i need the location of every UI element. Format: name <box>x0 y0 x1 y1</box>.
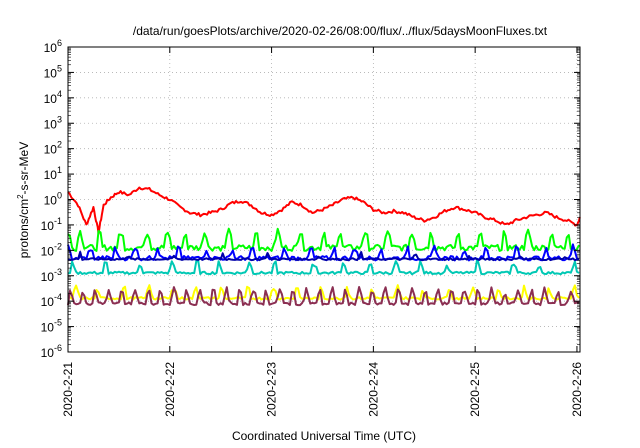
series-line <box>67 227 580 252</box>
chart-title: /data/run/goesPlots/archive/2020-02-26/0… <box>133 24 548 38</box>
y-tick-label: 104 <box>44 89 62 106</box>
x-tick-label: 2020-2-25 <box>468 362 482 417</box>
series-line <box>67 257 580 276</box>
grid <box>68 47 580 352</box>
x-axis-label: Coordinated Universal Time (UTC) <box>232 429 416 443</box>
y-tick-label: 10-4 <box>41 292 62 309</box>
series-line <box>67 284 580 301</box>
y-tick-label: 10-2 <box>41 241 62 258</box>
data-series <box>67 186 581 307</box>
y-tick-label: 102 <box>44 140 62 157</box>
y-tick-label: 100 <box>44 191 62 208</box>
y-tick-label: 101 <box>44 165 62 182</box>
x-tick-label: 2020-2-24 <box>366 362 380 417</box>
y-tick-label: 10-6 <box>41 343 62 360</box>
y-axis-label: protons/cm2-s-sr-MeV <box>16 142 31 258</box>
x-tick-label: 2020-2-21 <box>61 362 75 417</box>
x-tick-label: 2020-2-22 <box>163 362 177 417</box>
y-axis-ticks: 106 105 104 103 102 101 100 10-1 10-2 10-3 10-4 10-… <box>41 38 580 360</box>
y-tick-label: 106 <box>44 38 62 55</box>
series-line <box>67 286 580 307</box>
y-tick-label: 10-1 <box>41 216 62 233</box>
y-tick-label: 103 <box>44 114 62 131</box>
x-tick-label: 2020-2-26 <box>570 362 584 417</box>
y-tick-label: 105 <box>44 63 62 80</box>
series-line <box>67 186 581 235</box>
x-axis-ticks: 2020-2-21 2020-2-22 2020-2-23 2020-2-24 2020… <box>61 47 584 417</box>
x-tick-label: 2020-2-23 <box>265 362 279 417</box>
series-line <box>67 250 580 262</box>
y-tick-label: 10-5 <box>41 318 62 335</box>
y-tick-label: 10-3 <box>41 267 62 284</box>
